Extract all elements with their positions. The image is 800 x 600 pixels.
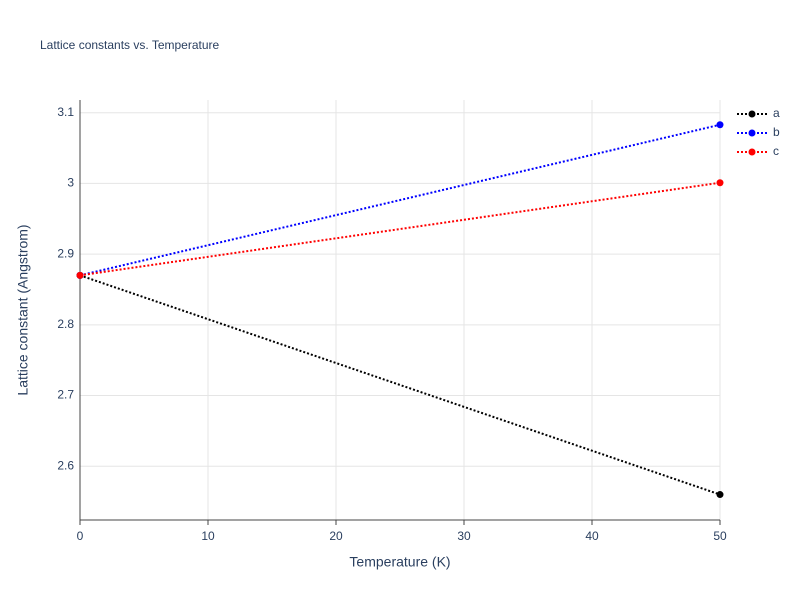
point	[716, 121, 724, 129]
series-line	[79, 181, 721, 277]
y-tick-label: 3	[67, 176, 74, 190]
point	[716, 179, 724, 187]
x-tick-label: 40	[585, 529, 599, 543]
series-line	[79, 123, 721, 277]
point	[716, 491, 724, 499]
x-tick-label: 50	[713, 529, 727, 543]
point	[76, 271, 84, 279]
y-axis-title: Lattice constant (Angstrom)	[15, 224, 31, 395]
legend-label: b	[773, 125, 780, 139]
legend-marker	[748, 148, 756, 156]
x-tick-label: 0	[77, 529, 84, 543]
series-line	[79, 274, 721, 496]
y-tick-label: 2.8	[57, 317, 74, 331]
legend-label: a	[773, 106, 780, 120]
x-axis-title: Temperature (K)	[349, 554, 450, 570]
x-tick-label: 30	[457, 529, 471, 543]
x-tick-label: 10	[201, 529, 215, 543]
legend-marker	[748, 129, 756, 137]
legend-marker	[748, 110, 756, 118]
x-tick-label: 20	[329, 529, 343, 543]
chart-title: Lattice constants vs. Temperature	[40, 38, 220, 52]
y-tick-label: 2.6	[57, 458, 74, 472]
y-tick-label: 2.9	[57, 246, 74, 260]
y-tick-label: 3.1	[57, 105, 74, 119]
legend-label: c	[773, 144, 779, 158]
y-tick-label: 2.7	[57, 388, 74, 402]
